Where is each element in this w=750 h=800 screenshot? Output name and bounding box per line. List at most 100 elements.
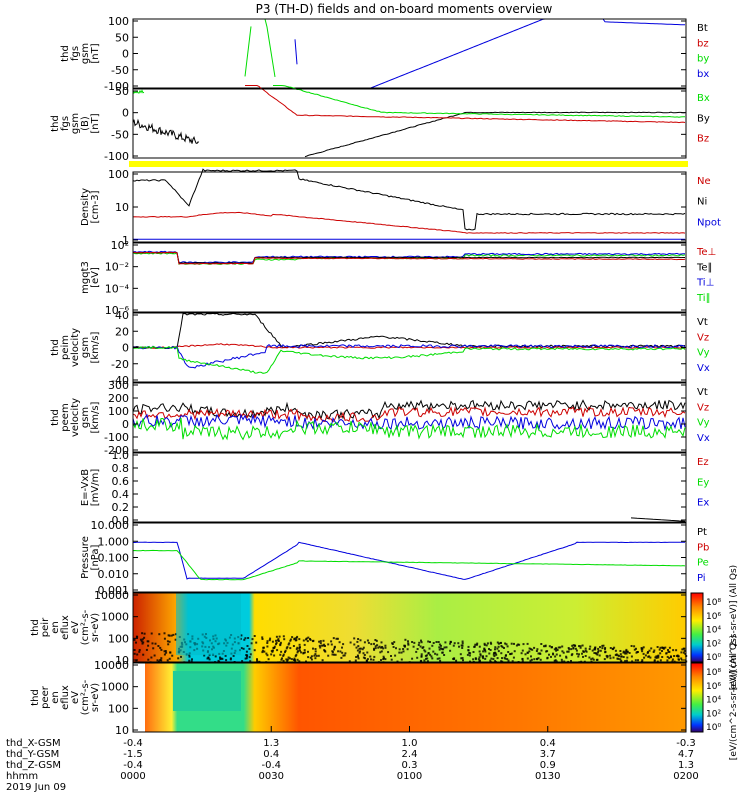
spectrogram-pixel <box>671 658 674 661</box>
spectrogram-pixel <box>337 650 340 653</box>
spectrogram-pixel <box>277 638 280 641</box>
spectrogram-pixel <box>157 645 160 647</box>
spectrogram-pixel <box>680 651 683 654</box>
spectrogram-pixel <box>355 646 358 649</box>
pressure-series-1 <box>132 549 686 581</box>
spectrogram-pixel <box>341 646 343 649</box>
spectrogram-pixel <box>266 640 269 643</box>
spectrogram-pixel <box>417 644 420 646</box>
spectrogram-pixel <box>398 651 401 654</box>
spectrogram-pixel <box>570 660 572 662</box>
spectrogram-pixel <box>261 638 264 640</box>
spectrogram-pixel <box>317 654 320 657</box>
spectrogram-pixel <box>334 653 337 656</box>
spectrogram-pixel <box>394 654 397 657</box>
spectrogram-pixel <box>314 650 317 653</box>
spectrogram-pixel <box>507 659 510 662</box>
spectrogram-pixel <box>240 634 243 637</box>
spectrogram-pixel <box>474 657 477 660</box>
spectrogram-pixel <box>510 642 513 645</box>
spectrogram-pixel <box>356 640 359 643</box>
spectrogram-pixel <box>160 657 163 660</box>
spectrogram-pixel <box>675 655 678 657</box>
spectrogram-pixel <box>138 649 141 651</box>
spectrogram-pixel <box>649 656 652 659</box>
spectrogram-pixel <box>248 647 251 650</box>
spectrogram-pixel <box>468 654 471 657</box>
spectrogram-pixel <box>232 654 235 657</box>
spectrogram-pixel <box>458 645 460 648</box>
spectrogram-pixel <box>406 648 409 651</box>
spectrogram-pixel <box>278 635 281 638</box>
ytick-label: 10⁻⁴ <box>105 282 130 295</box>
spectrogram-pixel <box>566 650 569 653</box>
spectrogram-pixel <box>490 657 493 660</box>
xaxis-row-label: thd_Y-GSM <box>6 749 59 760</box>
spectrogram-pixel <box>548 645 551 648</box>
spectrogram-pixel <box>434 652 437 655</box>
spectrogram-pixel <box>611 648 614 651</box>
spectrogram-pixel <box>570 648 573 651</box>
panel-frame <box>132 88 687 159</box>
spectrogram-pixel <box>150 656 153 659</box>
spectrogram-pixel <box>188 659 191 662</box>
spectrogram-pixel <box>163 650 166 653</box>
spectrogram-pixel <box>555 649 558 652</box>
ytick-label: 10000 <box>94 659 129 672</box>
colorbar-tick: 10² <box>706 639 721 649</box>
spectrogram-pixel <box>424 654 427 657</box>
spectrogram-pixel <box>404 638 407 641</box>
ytick-label: 50 <box>115 85 129 98</box>
spectrogram-pixel <box>158 633 161 636</box>
spectrogram-pixel <box>166 640 169 643</box>
colorbar-label: [eV/(cm^2-s-sr-eV)] (All Qs) <box>729 565 739 690</box>
spectrogram-pixel <box>298 638 301 641</box>
spectrogram-pixel <box>620 659 623 662</box>
spectrogram-pixel <box>497 642 500 645</box>
spectrogram-pixel <box>672 649 675 652</box>
spectrogram-pixel <box>172 633 175 636</box>
spectrogram-pixel <box>393 641 396 644</box>
spectrogram-pixel <box>616 657 619 660</box>
spectrogram-pixel <box>362 646 365 649</box>
spectrogram-pixel <box>518 643 521 646</box>
spectrogram-pixel <box>166 659 169 662</box>
spectrogram-pixel <box>581 652 583 655</box>
colorbar-peer <box>690 662 704 733</box>
spectrogram-pixel <box>625 648 628 651</box>
ytick-label: -200 <box>104 444 129 457</box>
spectrogram-pixel <box>619 653 622 656</box>
spectrogram-pixel <box>398 648 401 651</box>
spectrogram-pixel <box>382 655 385 658</box>
spectrogram-pixel <box>478 645 481 648</box>
spectrogram-pixel <box>382 647 385 650</box>
peem_v-series-3 <box>132 417 686 441</box>
spectrogram-pixel <box>207 656 210 659</box>
fgs_dsl-series-0 <box>132 118 200 144</box>
ytick-label: 10 <box>115 201 129 214</box>
spectrogram-pixel <box>333 653 335 656</box>
spectrogram-pixel <box>604 647 607 649</box>
legend-temp-1: Te∥ <box>696 262 713 273</box>
spectrogram-pixel <box>373 642 375 645</box>
spectrogram-pixel <box>305 637 308 640</box>
spectrogram-pixel <box>482 657 485 660</box>
spectrogram-pixel <box>493 655 496 658</box>
spectrogram-pixel <box>536 658 539 661</box>
spectrogram-pixel <box>284 649 287 652</box>
spectrogram-pixel <box>453 657 456 660</box>
spectrogram-pixel <box>395 647 397 650</box>
spectrogram-pixel <box>604 650 607 653</box>
panel-fgs_dsl: 50 0 -50 -100 thdfgsgsm(B)[nT] Bx By Bz <box>50 85 710 163</box>
fgs-series-0 <box>261 18 276 77</box>
spectrogram-pixel <box>377 646 380 649</box>
spectrogram-pixel <box>590 658 593 661</box>
spectrogram-pixel <box>537 652 540 655</box>
spectrogram-pixel <box>318 640 321 643</box>
legend-peem_v-0: Vt <box>697 387 708 398</box>
spectrogram-pixel <box>637 659 639 662</box>
spectrogram-pixel <box>479 654 482 657</box>
ylabel-peim_v: thdpeimvelocitygsm[km/s] <box>50 328 101 367</box>
spectrogram-pixel <box>349 641 352 644</box>
spectrogram-pixel <box>438 643 441 646</box>
